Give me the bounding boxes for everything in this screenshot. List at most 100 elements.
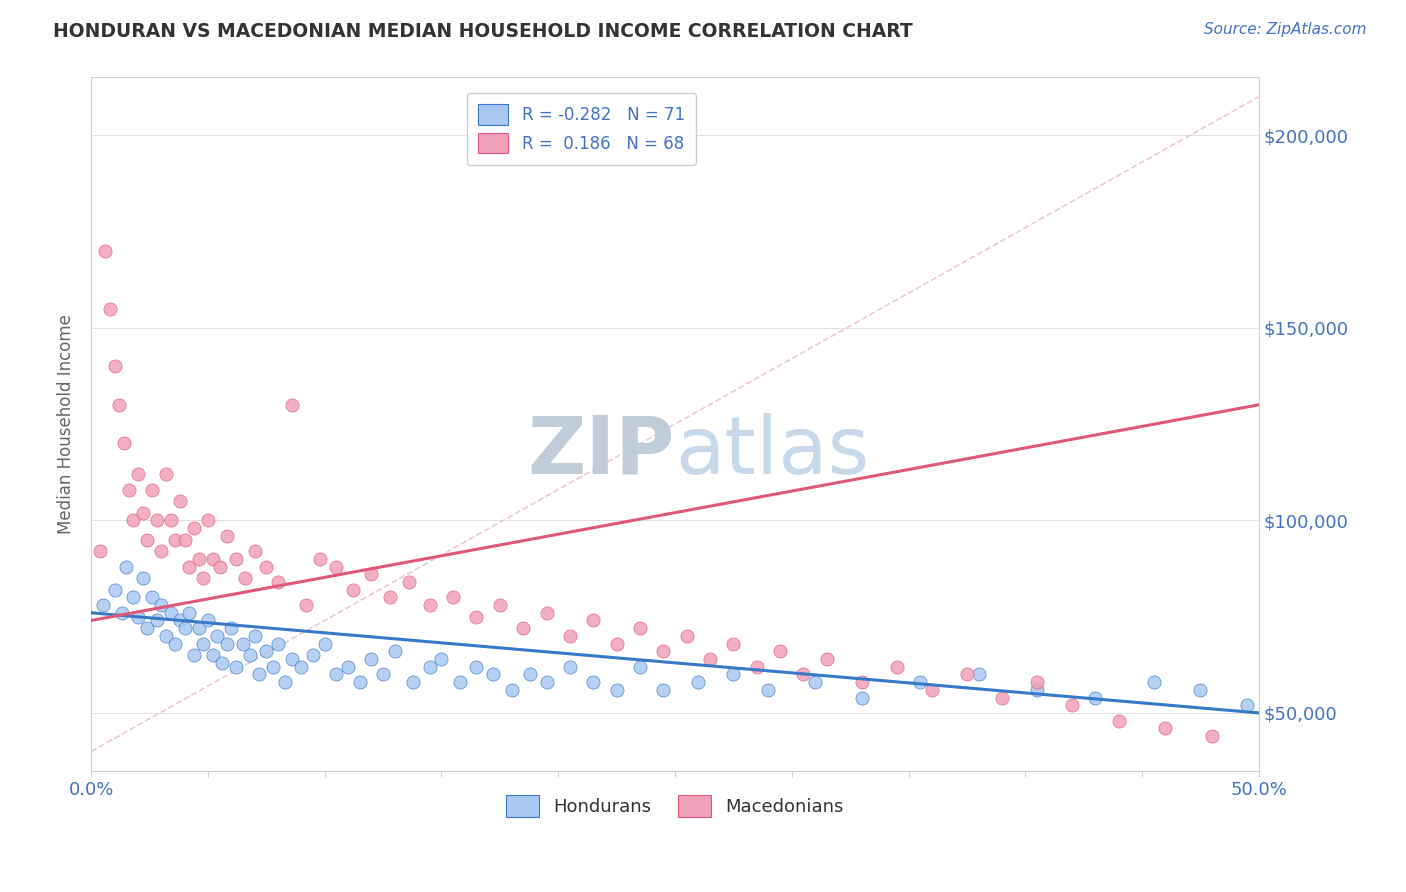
Point xyxy=(155,629,177,643)
Point xyxy=(482,667,505,681)
Point xyxy=(169,494,191,508)
Point xyxy=(419,598,441,612)
Point xyxy=(1108,714,1130,728)
Point xyxy=(110,606,132,620)
Point xyxy=(115,559,138,574)
Point xyxy=(193,571,215,585)
Point xyxy=(360,652,382,666)
Point xyxy=(908,675,931,690)
Point xyxy=(430,652,453,666)
Text: HONDURAN VS MACEDONIAN MEDIAN HOUSEHOLD INCOME CORRELATION CHART: HONDURAN VS MACEDONIAN MEDIAN HOUSEHOLD … xyxy=(53,22,912,41)
Point xyxy=(103,359,125,374)
Point xyxy=(652,682,675,697)
Point xyxy=(1154,722,1177,736)
Point xyxy=(187,552,209,566)
Point xyxy=(1189,682,1212,697)
Point xyxy=(159,513,181,527)
Point xyxy=(232,637,254,651)
Point xyxy=(465,659,488,673)
Point xyxy=(239,648,262,662)
Point xyxy=(208,559,231,574)
Point xyxy=(233,571,256,585)
Point xyxy=(165,533,187,547)
Point xyxy=(723,667,745,681)
Point xyxy=(688,675,710,690)
Point xyxy=(243,544,266,558)
Point xyxy=(1143,675,1166,690)
Point xyxy=(536,606,558,620)
Point xyxy=(247,667,270,681)
Point xyxy=(314,637,336,651)
Point xyxy=(1026,675,1049,690)
Point xyxy=(219,621,242,635)
Point xyxy=(94,244,117,258)
Point xyxy=(512,621,534,635)
Point xyxy=(225,659,247,673)
Point xyxy=(187,621,209,635)
Point xyxy=(112,436,135,450)
Point xyxy=(851,675,873,690)
Point xyxy=(254,559,277,574)
Point xyxy=(117,483,139,497)
Point xyxy=(169,614,191,628)
Point xyxy=(967,667,990,681)
Point xyxy=(201,552,224,566)
Point xyxy=(155,467,177,482)
Point xyxy=(337,659,360,673)
Point xyxy=(131,571,153,585)
Point xyxy=(290,659,312,673)
Legend: Hondurans, Macedonians: Hondurans, Macedonians xyxy=(499,788,851,824)
Point xyxy=(183,648,205,662)
Point xyxy=(183,521,205,535)
Point xyxy=(582,614,605,628)
Point xyxy=(165,637,187,651)
Point xyxy=(141,483,163,497)
Point xyxy=(159,606,181,620)
Point xyxy=(262,659,284,673)
Point xyxy=(804,675,827,690)
Point xyxy=(295,598,318,612)
Point xyxy=(150,598,173,612)
Point xyxy=(207,629,229,643)
Point xyxy=(243,629,266,643)
Point xyxy=(769,644,792,658)
Point xyxy=(127,467,149,482)
Point xyxy=(398,574,420,589)
Point xyxy=(652,644,675,658)
Point xyxy=(360,567,382,582)
Point xyxy=(441,591,464,605)
Point xyxy=(201,648,224,662)
Point xyxy=(465,609,488,624)
Point xyxy=(886,659,908,673)
Point xyxy=(699,652,721,666)
Point xyxy=(103,582,125,597)
Point xyxy=(1060,698,1083,713)
Point xyxy=(136,621,159,635)
Text: Source: ZipAtlas.com: Source: ZipAtlas.com xyxy=(1204,22,1367,37)
Point xyxy=(98,301,121,316)
Point xyxy=(254,644,277,658)
Point xyxy=(536,675,558,690)
Point xyxy=(193,637,215,651)
Point xyxy=(108,398,131,412)
Point xyxy=(145,614,167,628)
Point xyxy=(122,591,145,605)
Point xyxy=(582,675,605,690)
Point xyxy=(956,667,979,681)
Point xyxy=(225,552,247,566)
Point xyxy=(342,582,364,597)
Point xyxy=(136,533,159,547)
Point xyxy=(197,513,219,527)
Point xyxy=(267,574,290,589)
Point xyxy=(179,559,201,574)
Point xyxy=(1201,729,1223,743)
Point xyxy=(378,591,401,605)
Point xyxy=(281,652,304,666)
Point xyxy=(606,682,628,697)
Point xyxy=(150,544,173,558)
Point xyxy=(267,637,290,651)
Point xyxy=(141,591,163,605)
Point xyxy=(792,667,814,681)
Point xyxy=(1236,698,1258,713)
Point xyxy=(325,559,347,574)
